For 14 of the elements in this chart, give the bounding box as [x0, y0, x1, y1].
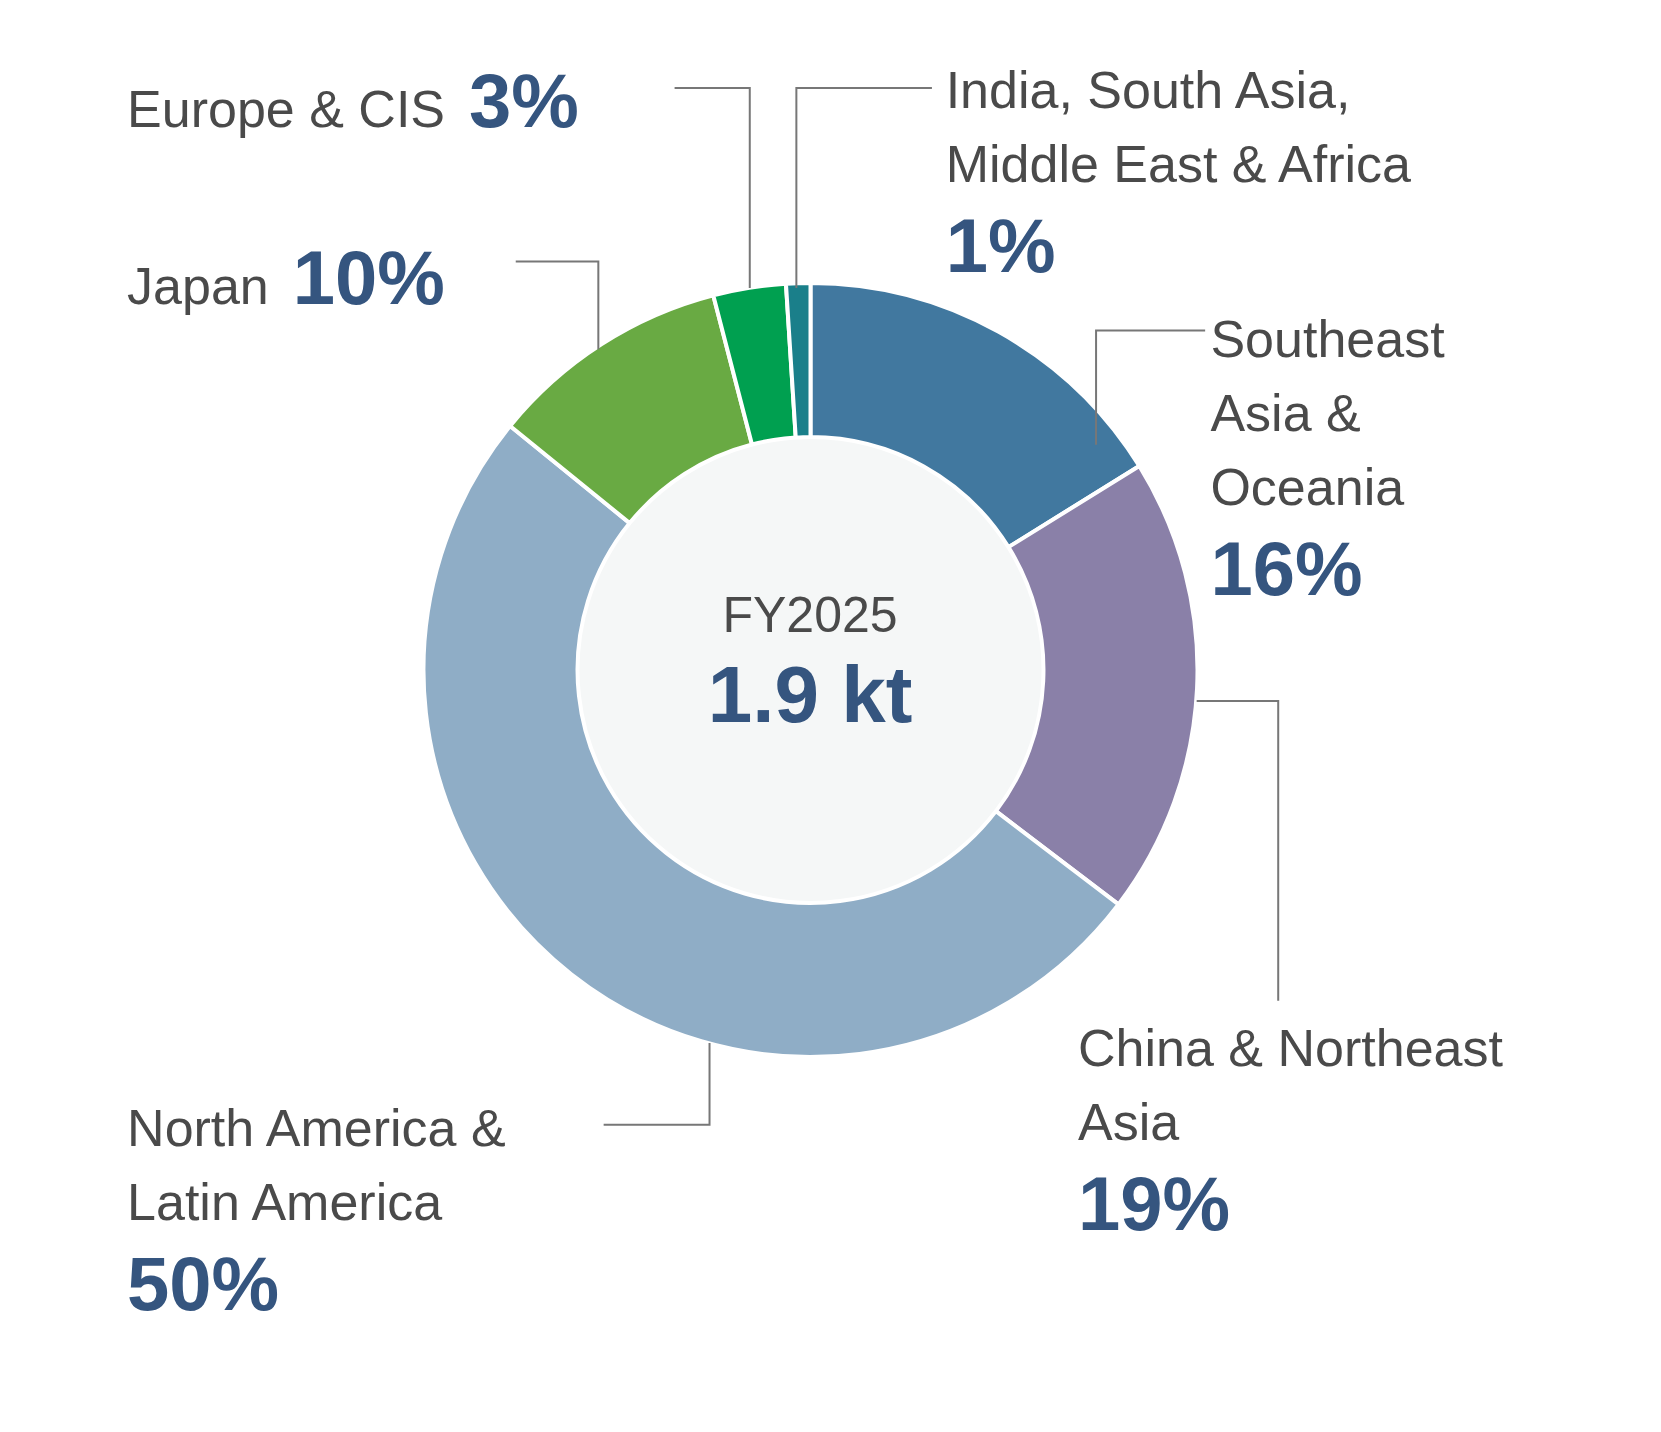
data-label: 16%: [1210, 525, 1363, 611]
text: 1.9 kt: [706, 650, 914, 740]
slice-label: Southeast Asia & Oceania: [1210, 308, 1446, 518]
data-label: 19%: [1078, 1161, 1231, 1247]
slice-label: North America & Latin America: [127, 1097, 507, 1233]
slice-label: China & Northeast Asia: [1078, 1018, 1504, 1154]
slice-label: Japan: [127, 256, 269, 315]
text: FY2025: [721, 586, 899, 645]
slice-label: Europe & CIS: [127, 80, 446, 139]
data-label: 10%: [292, 234, 445, 320]
data-label: 50%: [127, 1240, 280, 1326]
data-label: 1%: [945, 202, 1056, 288]
data-label: 3%: [469, 58, 579, 144]
slice-label: India, South Asia, Middle East & Africa: [945, 59, 1412, 195]
